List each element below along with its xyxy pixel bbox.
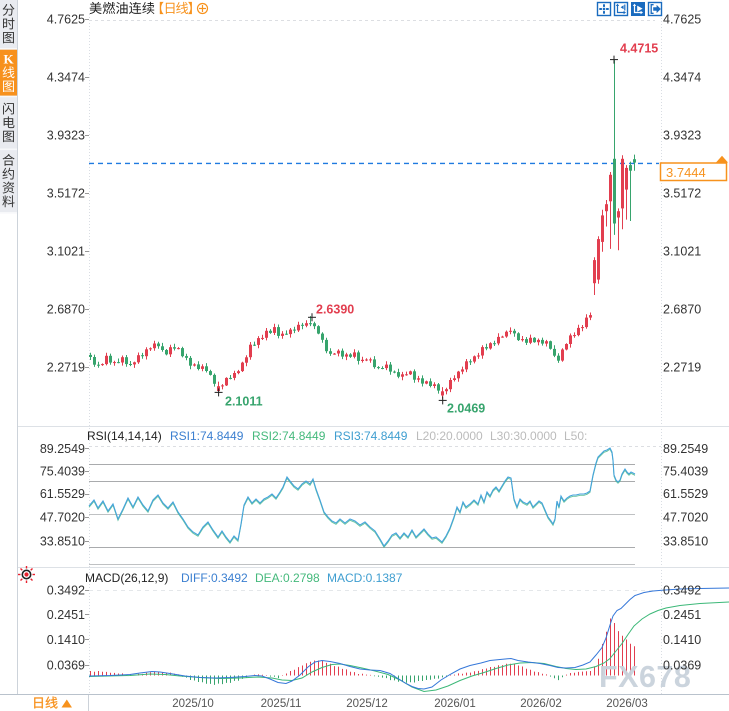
svg-text:2.1011: 2.1011 bbox=[225, 395, 263, 409]
svg-text:RSI1:74.8449: RSI1:74.8449 bbox=[170, 429, 244, 443]
svg-text:89.2549: 89.2549 bbox=[663, 442, 708, 456]
svg-text:4.7625: 4.7625 bbox=[47, 13, 85, 27]
svg-text:61.5529: 61.5529 bbox=[663, 487, 708, 501]
svg-text:2025/12: 2025/12 bbox=[346, 698, 388, 710]
svg-text:3.1021: 3.1021 bbox=[47, 245, 85, 259]
svg-text:47.7020: 47.7020 bbox=[663, 510, 708, 524]
svg-text:75.4039: 75.4039 bbox=[40, 465, 85, 479]
svg-text:RSI2:74.8449: RSI2:74.8449 bbox=[252, 429, 326, 443]
svg-text:2.6870: 2.6870 bbox=[663, 303, 701, 317]
svg-text:2026/02: 2026/02 bbox=[520, 698, 562, 710]
svg-text:0.3492: 0.3492 bbox=[47, 583, 85, 597]
svg-text:2025/11: 2025/11 bbox=[261, 698, 302, 710]
svg-text:FX678: FX678 bbox=[599, 660, 691, 694]
svg-text:75.4039: 75.4039 bbox=[663, 465, 708, 479]
svg-text:3.9323: 3.9323 bbox=[663, 129, 701, 143]
svg-text:2026/01: 2026/01 bbox=[434, 698, 476, 710]
svg-text:2.6870: 2.6870 bbox=[47, 303, 85, 317]
svg-text:L20:20.0000: L20:20.0000 bbox=[416, 429, 483, 443]
svg-text:0.1410: 0.1410 bbox=[663, 633, 701, 647]
svg-text:2.2719: 2.2719 bbox=[663, 361, 701, 375]
svg-text:K: K bbox=[3, 51, 14, 66]
svg-text:0.1410: 0.1410 bbox=[47, 633, 85, 647]
svg-text:MACD:0.1387: MACD:0.1387 bbox=[327, 571, 403, 585]
svg-text:L50:: L50: bbox=[564, 429, 587, 443]
svg-text:3.5172: 3.5172 bbox=[663, 187, 701, 201]
svg-text:DIFF:0.3492: DIFF:0.3492 bbox=[181, 571, 248, 585]
svg-text:DEA:0.2798: DEA:0.2798 bbox=[255, 571, 320, 585]
svg-text:2.6390: 2.6390 bbox=[316, 303, 354, 317]
svg-text:3.5172: 3.5172 bbox=[47, 187, 85, 201]
svg-text:2.2719: 2.2719 bbox=[47, 361, 85, 375]
svg-text:0.3492: 0.3492 bbox=[663, 583, 701, 597]
svg-text:L30:30.0000: L30:30.0000 bbox=[490, 429, 557, 443]
svg-text:2026/03: 2026/03 bbox=[606, 698, 648, 710]
svg-text:4.3474: 4.3474 bbox=[47, 71, 85, 85]
svg-text:33.8510: 33.8510 bbox=[40, 534, 85, 548]
svg-text:61.5529: 61.5529 bbox=[40, 487, 85, 501]
svg-text:MACD(26,12,9): MACD(26,12,9) bbox=[85, 571, 168, 585]
svg-text:2.0469: 2.0469 bbox=[447, 402, 485, 416]
svg-text:4.7625: 4.7625 bbox=[663, 13, 701, 27]
svg-text:0.0369: 0.0369 bbox=[663, 658, 701, 672]
svg-text:2025/10: 2025/10 bbox=[172, 698, 214, 710]
svg-text:0.0369: 0.0369 bbox=[47, 658, 85, 672]
svg-text:33.8510: 33.8510 bbox=[663, 534, 708, 548]
svg-text:3.9323: 3.9323 bbox=[47, 129, 85, 143]
svg-text:4.3474: 4.3474 bbox=[663, 71, 701, 85]
svg-text:0.2451: 0.2451 bbox=[663, 608, 701, 622]
svg-text:RSI(14,14,14): RSI(14,14,14) bbox=[87, 429, 162, 443]
svg-text:4.4715: 4.4715 bbox=[620, 42, 658, 56]
svg-text:3.7444: 3.7444 bbox=[666, 165, 706, 180]
svg-text:89.2549: 89.2549 bbox=[40, 442, 85, 456]
svg-text:RSI3:74.8449: RSI3:74.8449 bbox=[334, 429, 408, 443]
svg-text:3.1021: 3.1021 bbox=[663, 245, 701, 259]
svg-text:47.7020: 47.7020 bbox=[40, 510, 85, 524]
svg-text:0.2451: 0.2451 bbox=[47, 608, 85, 622]
